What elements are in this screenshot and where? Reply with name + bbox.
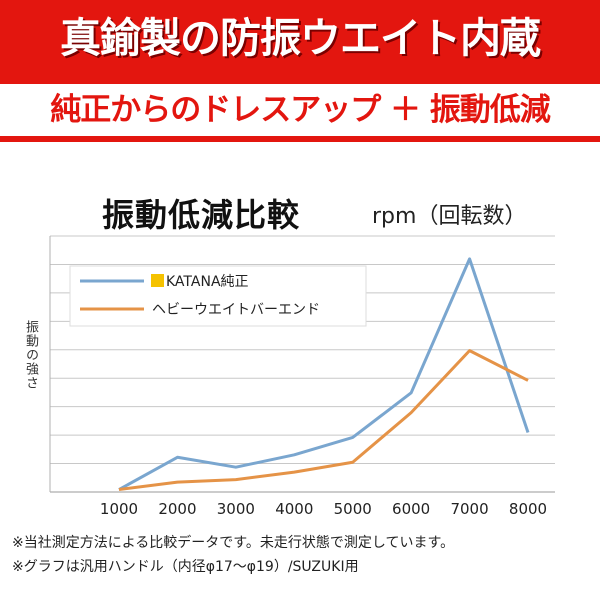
- x-tick-label: 4000: [275, 500, 313, 518]
- footnote-2: ※グラフは汎用ハンドル（内径φ17～φ19）/SUZUKI用: [12, 559, 359, 575]
- x-tick-label: 2000: [158, 500, 196, 518]
- legend-box: [69, 265, 367, 327]
- x-tick-label: 6000: [392, 500, 430, 518]
- footnote-1: ※当社測定方法による比較データです。未走行状態で測定しています。: [12, 535, 455, 551]
- x-axis-label: rpm（回転数）: [372, 204, 527, 229]
- legend-marker-square: [151, 274, 164, 287]
- series-line-1: [118, 349, 529, 492]
- legend-label-0: KATANA純正: [166, 274, 249, 290]
- x-tick-label: 8000: [509, 500, 547, 518]
- chart-title: 振動低減比較: [102, 196, 301, 234]
- subline-band: [0, 84, 600, 136]
- series-line-0: [118, 257, 530, 491]
- x-tick-label: 5000: [334, 500, 372, 518]
- headline: 真鍮製の防振ウエイト内蔵: [60, 14, 541, 62]
- y-axis-label: 振動の強さ: [23, 320, 38, 390]
- subline: 純正からのドレスアップ ＋ 振動低減: [50, 92, 551, 128]
- x-tick-label: 1000: [100, 500, 138, 518]
- x-tick-label: 3000: [217, 500, 255, 518]
- legend-label-1: ヘビーウエイトバーエンド: [152, 302, 320, 318]
- x-tick-label: 7000: [450, 500, 488, 518]
